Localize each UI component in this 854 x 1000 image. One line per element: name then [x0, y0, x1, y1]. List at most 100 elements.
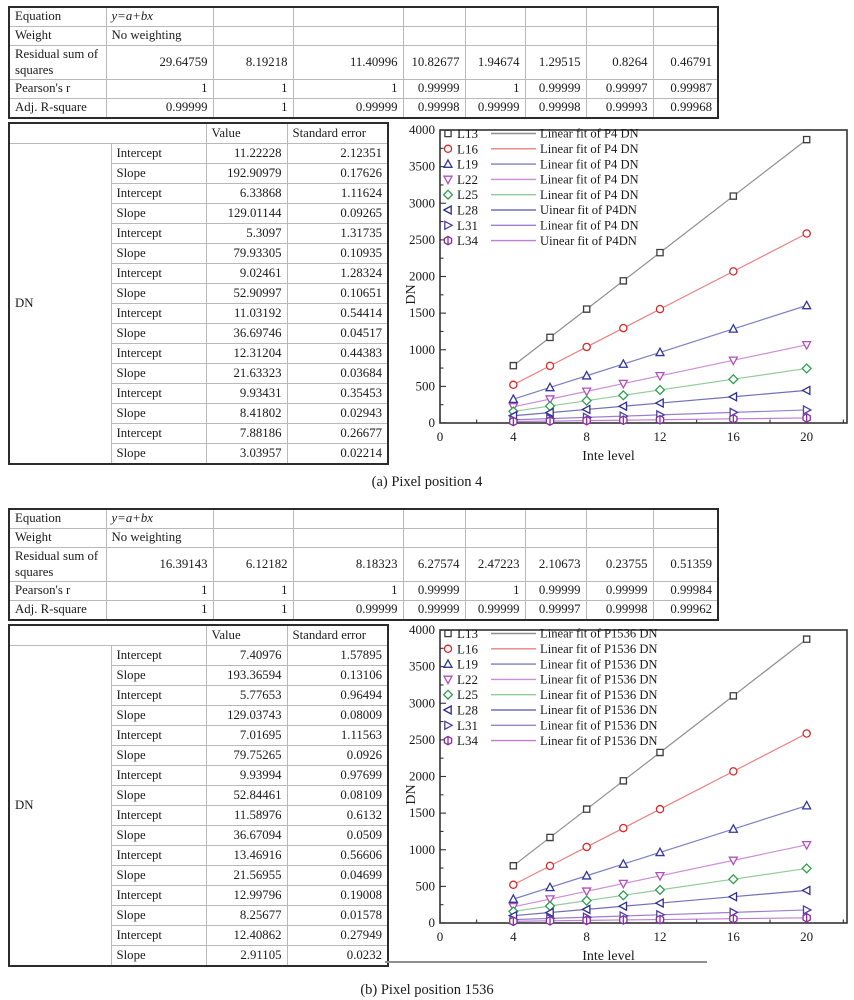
series-marker-L16 [655, 304, 665, 314]
stats-value-cell: 0.99999 [464, 600, 526, 621]
fit-param-value: 129.03743 [205, 705, 288, 726]
stats-value-cell [524, 26, 587, 46]
fit-param-stderr: 0.08109 [286, 785, 389, 806]
stats-value-cell [464, 508, 526, 529]
legend-marker-L31 [444, 220, 454, 231]
stats-value-cell: 0.99993 [585, 98, 654, 119]
stats-value-cell [652, 508, 719, 529]
stats-value-cell [524, 528, 587, 548]
fit-row: Intercept 11.58976 0.6132 [9, 805, 389, 826]
series-marker-L16 [619, 823, 628, 833]
series-marker-L28 [801, 885, 811, 896]
fit-param-name: Intercept [110, 725, 207, 746]
legend-marker-L25 [442, 189, 454, 201]
stats-row-label: Residual sum of squares [8, 546, 107, 583]
series-marker-L16 [619, 323, 628, 333]
fit-param-value: 3.03957 [205, 443, 288, 465]
fit-param-value: 79.93305 [205, 243, 288, 264]
fit-param-name: Intercept [110, 383, 207, 404]
fit-param-name: Intercept [110, 343, 207, 364]
stats-value-cell [402, 6, 466, 27]
stats-table-body: Equation y=a+bx Weight No weighting Residual… [8, 6, 719, 119]
series-marker-L25 [618, 889, 629, 901]
stats-value-cell [464, 26, 526, 46]
series-marker-L16 [655, 804, 665, 814]
series-marker-L25 [728, 373, 739, 385]
stats-value-cell [585, 26, 654, 46]
series-marker-L34 [509, 416, 518, 427]
legend-marker-L19 [442, 658, 454, 668]
table-border-artifact [385, 961, 707, 963]
stats-value-cell [464, 528, 526, 548]
stats-row-label: Weight [8, 528, 107, 548]
stats-value-cell: 1 [464, 581, 526, 602]
series-marker-L19 [581, 370, 592, 380]
stats-value-cell: 8.19218 [212, 44, 294, 81]
fit-param-stderr: 0.04699 [286, 865, 389, 886]
series-marker-L19 [728, 823, 739, 833]
stats-value-cell: 0.99999 [402, 600, 466, 621]
legend-fit-label: Linear fit of P4 DN [540, 173, 639, 187]
stats-value-cell: y=a+bx [105, 6, 214, 27]
fit-param-name: Slope [110, 905, 207, 926]
series-marker-L28 [801, 385, 811, 396]
fit-param-name: Intercept [110, 645, 207, 666]
y-tick-label: 500 [416, 878, 436, 893]
stats-row: Pearson's r 1 1 1 0.99999 1 0.99999 0.99999 0.99… [8, 581, 719, 602]
y-tick-label: 2500 [409, 232, 435, 247]
legend-fit-label: Linear fit of P4 DN [540, 188, 639, 202]
legend-series-name: L16 [457, 641, 478, 656]
legend-marker-L28 [442, 704, 452, 716]
series-marker-L13 [582, 305, 591, 313]
stats-value-cell [402, 528, 466, 548]
stats-value-cell: 0.99999 [585, 581, 654, 602]
series-marker-L22 [801, 340, 812, 351]
series-marker-L25 [581, 395, 592, 406]
stats-value-cell: 1 [212, 581, 294, 602]
stats-value-cell: 2.47223 [464, 546, 526, 583]
fit-param-value: 8.25677 [205, 905, 288, 926]
legend-fit-label: Linear fit of P4 DN [540, 142, 639, 156]
legend-fit-label: Linear fit of P1536 DN [540, 719, 658, 733]
fit-row: Intercept 5.77653 0.96494 [9, 685, 389, 706]
fit-param-name: Slope [110, 363, 207, 384]
stats-value-cell [524, 6, 587, 27]
stats-value-cell: 0.99998 [585, 600, 654, 621]
stats-value-cell: 0.99999 [292, 600, 404, 621]
stats-row: Weight No weighting [8, 528, 719, 548]
series-marker-L13 [509, 361, 518, 370]
stats-value-cell [585, 6, 654, 27]
legend-marker-L34 [443, 735, 453, 746]
x-tick-label: 8 [583, 429, 590, 444]
y-tick-label: 3000 [409, 695, 435, 710]
stats-value-cell [292, 6, 404, 27]
fit-param-value: 11.58976 [205, 805, 288, 826]
fit-param-name: Slope [110, 825, 207, 846]
fit-header-cell: Value [205, 122, 288, 144]
fit-row: Slope 79.75265 0.0926 [9, 745, 389, 766]
series-marker-L22 [618, 879, 629, 890]
series-marker-L25 [654, 384, 666, 396]
y-tick-label: 3500 [409, 159, 435, 174]
legend-series-name: L31 [457, 718, 478, 733]
series-marker-L19 [654, 846, 666, 857]
fit-row: Intercept 9.02461 1.28324 [9, 263, 389, 284]
panel-a: Equation y=a+bx Weight No weighting Residual… [8, 6, 848, 490]
fit-param-value: 9.02461 [205, 263, 288, 284]
series-marker-L34 [655, 414, 665, 425]
legend-fit-label: Linear fit of P1536 DN [540, 627, 658, 641]
fit-param-stderr: 0.02214 [286, 443, 389, 465]
series-marker-L19 [508, 893, 519, 903]
fit-param-stderr: 2.12351 [286, 143, 389, 164]
stats-value-cell: 11.40996 [292, 44, 404, 81]
fit-param-stderr: 0.35453 [286, 383, 389, 404]
fit-row: Slope 52.84461 0.08109 [9, 785, 389, 806]
fit-param-stderr: 1.28324 [286, 263, 389, 284]
fit-row: Slope 79.93305 0.10935 [9, 243, 389, 264]
series-marker-L28 [544, 907, 554, 918]
series-marker-L34 [802, 912, 811, 923]
stats-row: Pearson's r 1 1 1 0.99999 1 0.99999 0.99997 0.99… [8, 79, 719, 100]
stats-value-cell: 10.82677 [402, 44, 466, 81]
stats-value-cell [585, 508, 654, 529]
fit-param-stderr: 1.11563 [286, 725, 389, 746]
